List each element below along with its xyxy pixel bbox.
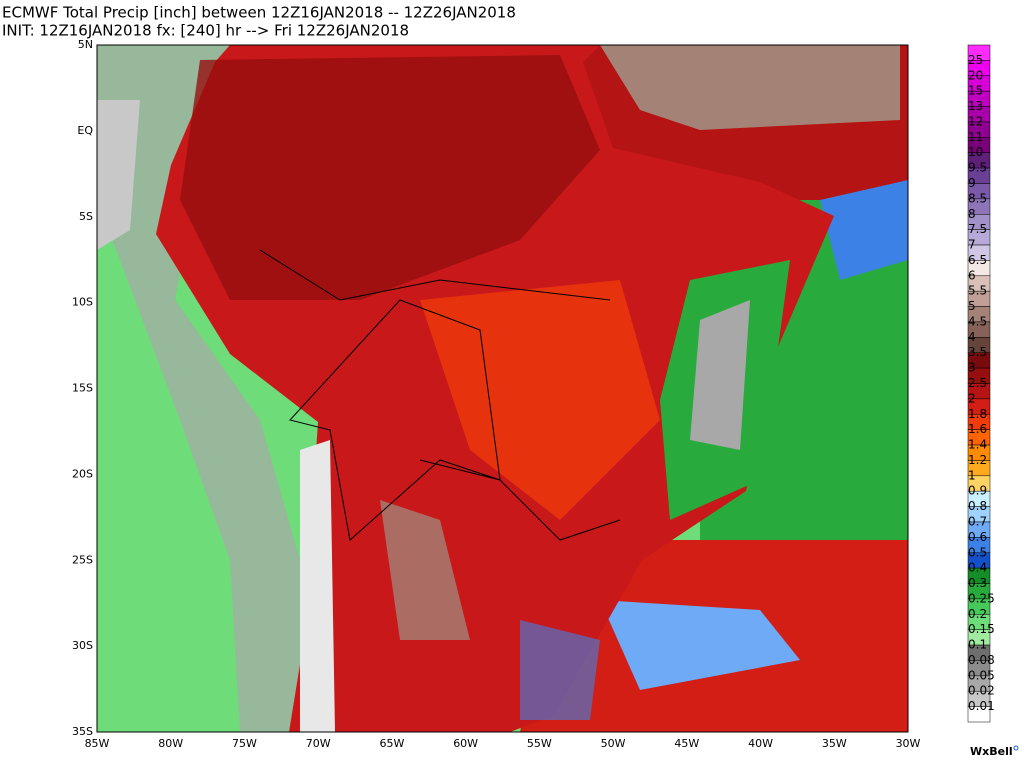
lon-label: 45W: [674, 737, 699, 750]
andes-shadow: [97, 45, 320, 732]
colorbar-label: 3: [968, 361, 976, 375]
colorbar-label: 0.1: [968, 638, 987, 652]
colorbar-label: 0.08: [968, 653, 995, 667]
lat-label: 5S: [79, 210, 93, 223]
colorbar-label: 13: [968, 99, 983, 113]
colorbar-label: 12: [968, 114, 983, 128]
blue-patch: [820, 180, 908, 280]
colorbar-label: 3.5: [968, 345, 987, 359]
uruguay-blue: [520, 620, 600, 720]
logo: WxBell: [970, 745, 1013, 758]
colorbar-label: 0.01: [968, 699, 995, 713]
orange-region: [420, 280, 660, 520]
title: ECMWF Total Precip [inch] between 12Z16J…: [2, 4, 516, 22]
colorbar-label: 5: [968, 299, 976, 313]
country-borders: [259, 249, 621, 541]
lat-label: 35S: [72, 725, 93, 738]
lat-label: 15S: [72, 382, 93, 395]
lat-label: 10S: [72, 296, 93, 309]
colorbar-label: 0.4: [968, 561, 987, 575]
lon-label: 50W: [601, 737, 626, 750]
lon-label: 65W: [379, 737, 404, 750]
colorbar-label: 25: [968, 53, 983, 67]
colorbar-label: 1: [968, 468, 976, 482]
colorbar-label: 7: [968, 238, 976, 252]
colorbar-label: 2: [968, 391, 976, 405]
colorbar: 252015131211109.598.587.576.565.554.543.…: [967, 44, 995, 723]
colorbar-label: 6.5: [968, 253, 987, 267]
logo-dot: [1013, 745, 1019, 751]
colorbar-label: 0.25: [968, 591, 995, 605]
lon-label: 40W: [748, 737, 773, 750]
colorbar-label: 0.2: [968, 607, 987, 621]
ne-brazil-gray: [690, 300, 750, 450]
colorbar-label: 2.5: [968, 376, 987, 390]
gray-patch: [97, 100, 140, 250]
colorbar-label: 9: [968, 176, 976, 190]
lon-label: 70W: [306, 737, 331, 750]
lon-label: 55W: [527, 737, 552, 750]
lon-label: 80W: [158, 737, 183, 750]
colorbar-label: 5.5: [968, 284, 987, 298]
map: [96, 44, 909, 733]
colorbar-label: 10: [968, 145, 983, 159]
colorbar-label: 0.9: [968, 484, 987, 498]
colorbar-label: 1.8: [968, 407, 987, 421]
colorbar-label: 11: [968, 130, 983, 144]
colorbar-label: 4: [968, 330, 976, 344]
colorbar-label: 1.6: [968, 422, 987, 436]
dark-red-region: [180, 55, 600, 300]
colorbar-label: 15: [968, 84, 983, 98]
north-atlantic-brown: [600, 45, 900, 130]
colorbar-label: 1.4: [968, 438, 987, 452]
colorbar-label: 0.6: [968, 530, 987, 544]
lon-label: 30W: [896, 737, 921, 750]
colorbar-label: 0.02: [968, 684, 995, 698]
lat-label: 25S: [72, 553, 93, 566]
colorbar-label: 20: [968, 68, 983, 82]
colorbar-label: 9.5: [968, 161, 987, 175]
colorbar-label: 0.3: [968, 576, 987, 590]
lat-label: EQ: [77, 124, 93, 137]
colorbar-label: 7.5: [968, 222, 987, 236]
lon-label: 75W: [232, 737, 257, 750]
colorbar-label: 0.5: [968, 545, 987, 559]
lon-label: 35W: [822, 737, 847, 750]
lon-label: 85W: [85, 737, 110, 750]
colorbar-label: 0.7: [968, 514, 987, 528]
colorbar-label: 6: [968, 268, 976, 282]
map-frame: [96, 44, 909, 733]
colorbar-label: 8.5: [968, 191, 987, 205]
subtitle: INIT: 12Z16JAN2018 fx: [240] hr --> Fri …: [2, 22, 409, 40]
lat-label: 5N: [78, 38, 93, 51]
lat-label: 20S: [72, 467, 93, 480]
blue-band: [600, 600, 800, 690]
chile-white: [300, 440, 335, 732]
colorbar-swatch: [967, 706, 991, 723]
colorbar-label: 4.5: [968, 314, 987, 328]
colorbar-label: 1.2: [968, 453, 987, 467]
lon-label: 60W: [453, 737, 478, 750]
brown-patch: [380, 500, 470, 640]
colorbar-label: 8: [968, 207, 976, 221]
colorbar-label: 0.05: [968, 668, 995, 682]
lat-label: 30S: [72, 639, 93, 652]
colorbar-label: 0.8: [968, 499, 987, 513]
colorbar-label: 0.15: [968, 622, 995, 636]
